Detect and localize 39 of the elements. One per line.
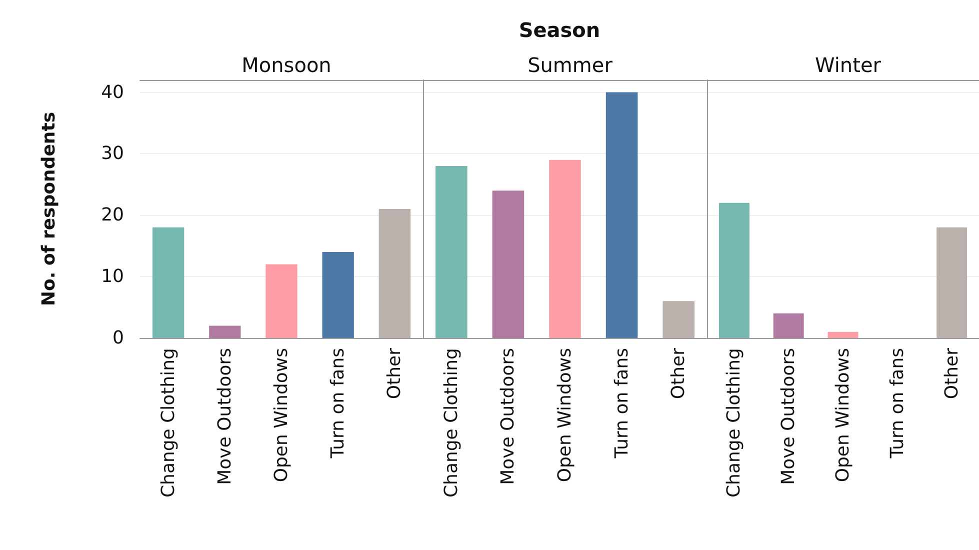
x-tick-label: Turn on fans bbox=[611, 348, 632, 460]
bar bbox=[549, 160, 581, 338]
x-tick-label: Move Outdoors bbox=[214, 348, 236, 485]
x-tick-label: Open Windows bbox=[554, 348, 576, 482]
bar bbox=[435, 166, 468, 338]
bar bbox=[322, 252, 354, 338]
chart-title: Summer bbox=[528, 53, 614, 77]
bar bbox=[936, 227, 968, 338]
x-tick-label: Change Clothing bbox=[158, 348, 179, 498]
y-tick-label: 40 bbox=[101, 82, 124, 103]
y-tick-label: 30 bbox=[101, 143, 124, 164]
bar bbox=[266, 264, 298, 338]
bar bbox=[492, 190, 524, 338]
x-tick-label: Move Outdoors bbox=[778, 348, 800, 485]
x-tick-label: Change Clothing bbox=[440, 348, 462, 498]
y-tick-label: 20 bbox=[101, 204, 124, 226]
x-tick-label: Open Windows bbox=[271, 348, 292, 482]
bar bbox=[152, 227, 184, 338]
bar bbox=[828, 332, 858, 338]
bar bbox=[662, 301, 695, 338]
chart-title: Monsoon bbox=[242, 53, 332, 77]
x-tick-label: Other bbox=[941, 347, 962, 400]
x-tick-label: Other bbox=[384, 347, 406, 400]
bar bbox=[606, 92, 638, 338]
y-tick-label: 10 bbox=[101, 266, 124, 288]
x-tick-label: Turn on fans bbox=[328, 348, 349, 460]
chart-title: Winter bbox=[815, 53, 882, 77]
bar bbox=[773, 313, 804, 338]
x-tick-label: Move Outdoors bbox=[498, 348, 519, 485]
bar bbox=[378, 209, 411, 338]
bar bbox=[718, 202, 750, 338]
x-tick-label: Other bbox=[668, 347, 690, 400]
x-tick-label: Open Windows bbox=[832, 348, 854, 482]
text: Season bbox=[518, 18, 602, 42]
bar bbox=[209, 326, 241, 338]
x-tick-label: Change Clothing bbox=[724, 348, 745, 498]
x-tick-label: Turn on fans bbox=[886, 348, 908, 460]
y-tick-label: 0 bbox=[112, 328, 124, 348]
y-axis-title: No. of respondents bbox=[38, 112, 60, 306]
